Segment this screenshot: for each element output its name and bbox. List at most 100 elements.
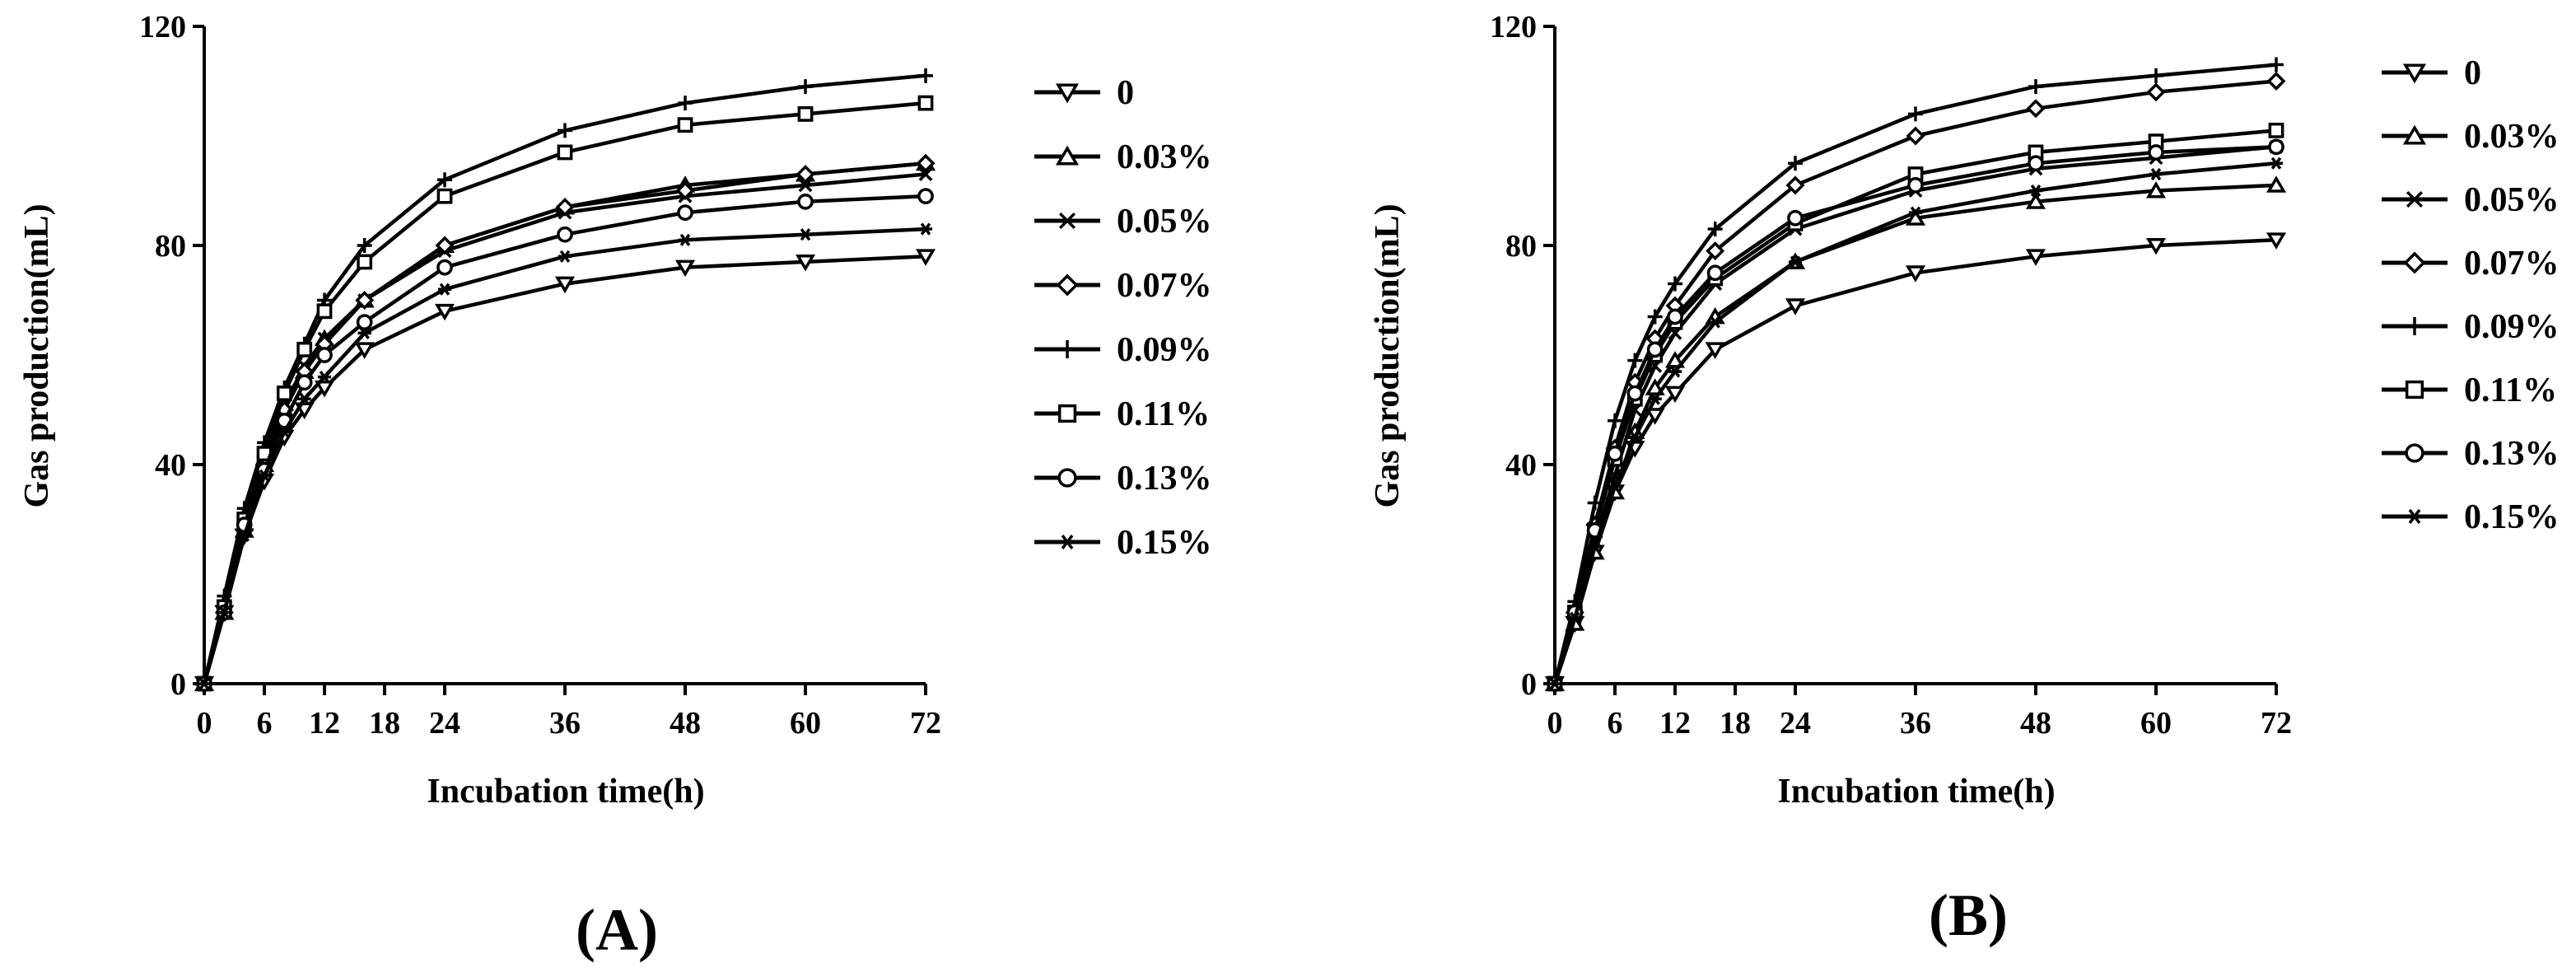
data-point — [436, 188, 453, 204]
data-point — [677, 204, 693, 221]
legend-label: 0 — [1117, 74, 1134, 112]
legend-label: 0.05% — [2464, 181, 2560, 219]
data-point — [2025, 192, 2046, 209]
legend-item-0-11pct: 0.11% — [2382, 372, 2557, 409]
data-point — [1608, 413, 1622, 428]
x-tick-label: 48 — [2020, 706, 2051, 741]
data-point — [555, 197, 575, 217]
data-point — [678, 96, 693, 111]
y-tick-label: 80 — [155, 229, 186, 264]
data-point — [917, 188, 934, 204]
x-tick-label: 36 — [549, 706, 581, 741]
data-point — [1707, 222, 1723, 237]
data-point — [2146, 82, 2166, 102]
series-0-05pct — [197, 167, 933, 691]
x-tick-label: 36 — [1900, 706, 1931, 741]
data-point — [798, 228, 813, 241]
legend-item-0-09pct: 0.09% — [2382, 308, 2560, 346]
data-point — [317, 371, 332, 384]
legend-item-0-07pct: 0.07% — [2382, 245, 2560, 283]
y-tick-label: 0 — [170, 667, 186, 702]
chart-panel-a: 0 40 80 120 0 6 12 18 24 36 48 60 72 0 0.03% 0.05% 0.07… — [18, 10, 1212, 963]
x-axis-label: Incubation time(h) — [427, 773, 704, 811]
legend-label: 0.11% — [2464, 372, 2557, 409]
data-point — [2028, 79, 2043, 95]
x-tick-label: 18 — [1720, 706, 1751, 741]
legend-item-0-13pct: 0.13% — [1034, 460, 1212, 498]
legend-label: 0.07% — [1117, 267, 1212, 305]
legend-marker — [1057, 404, 1077, 423]
legend-marker — [1057, 468, 1077, 488]
data-point — [795, 255, 816, 272]
data-point — [1588, 540, 1602, 554]
data-point — [2149, 68, 2163, 83]
legend-item-0-15pct: 0.15% — [2382, 498, 2560, 536]
data-point — [674, 259, 696, 278]
legend-item-0: 0 — [1034, 74, 1134, 112]
data-point — [276, 386, 292, 401]
data-point — [918, 222, 933, 236]
data-point — [2269, 57, 2284, 72]
data-point — [1785, 175, 1805, 195]
data-point — [2268, 138, 2284, 156]
legend-marker — [2406, 317, 2424, 335]
data-point — [798, 79, 813, 95]
panel-label: (B) — [1929, 882, 2008, 948]
y-tick-label: 80 — [1505, 229, 1537, 264]
series-0-09pct — [1547, 57, 2284, 691]
data-point — [918, 68, 933, 83]
legend-marker — [1058, 212, 1076, 230]
data-point — [2025, 249, 2046, 266]
data-point — [1705, 342, 1725, 359]
x-tick-label: 24 — [429, 706, 460, 741]
legend-label: 0.13% — [2464, 435, 2560, 473]
x-tick-label: 60 — [2140, 706, 2172, 741]
x-tick-label: 18 — [369, 706, 400, 741]
legend-item-0-15pct: 0.15% — [1034, 524, 1212, 562]
data-point — [2028, 155, 2044, 172]
data-point — [437, 172, 452, 188]
data-point — [558, 123, 572, 138]
data-point — [354, 342, 375, 359]
data-point — [1646, 341, 1664, 358]
series-0-13pct — [196, 188, 934, 692]
y-axis-label: Gas production(mL) — [18, 203, 56, 507]
legend-marker — [2406, 190, 2424, 208]
legend-marker — [1055, 83, 1080, 104]
data-point — [197, 677, 212, 690]
legend-item-0-03pct: 0.03% — [1034, 138, 1212, 176]
data-point — [1626, 385, 1644, 402]
legend-label: 0.11% — [1117, 395, 1210, 433]
y-tick-label: 0 — [1521, 667, 1537, 702]
data-point — [1587, 495, 1603, 511]
x-tick-label: 24 — [1780, 706, 1811, 741]
data-point — [357, 238, 372, 253]
data-point — [296, 374, 313, 391]
legend-label: 0.13% — [1117, 460, 1212, 498]
legend-marker — [1058, 340, 1076, 358]
legend-item-0-05pct: 0.05% — [1034, 203, 1212, 241]
data-point — [2028, 184, 2043, 198]
x-tick-label: 6 — [257, 706, 273, 741]
x-tick-label: 60 — [790, 706, 821, 741]
legend-marker — [1059, 535, 1076, 549]
data-point — [554, 276, 576, 294]
series-line — [202, 73, 926, 685]
x-tick-label: 72 — [910, 706, 941, 741]
legend-label: 0.15% — [1117, 524, 1212, 562]
data-point — [1706, 241, 1725, 261]
data-point — [1788, 156, 1803, 171]
series-line — [202, 255, 926, 685]
chart-panel-b: 0 40 80 120 0 6 12 18 24 36 48 60 72 0 0.03% 0.05% 0.07… — [1369, 10, 2560, 948]
data-point — [558, 250, 572, 263]
data-point — [797, 193, 814, 210]
data-point — [915, 249, 936, 266]
series-line — [1552, 161, 2277, 685]
series-line — [202, 100, 926, 685]
legend-item-0-11pct: 0.11% — [1034, 395, 1210, 433]
x-tick-label: 12 — [1659, 706, 1691, 741]
data-point — [435, 236, 455, 255]
data-point — [355, 291, 375, 310]
data-point — [796, 165, 815, 185]
y-axis-label: Gas production(mL) — [1369, 203, 1407, 507]
